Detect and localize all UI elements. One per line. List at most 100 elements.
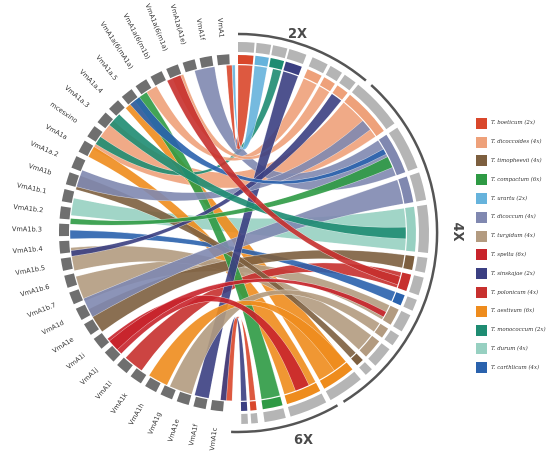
legend-swatch	[476, 155, 487, 167]
ribbon-13	[226, 64, 253, 150]
ribbon-15	[75, 175, 357, 359]
legend-label: T. compactum (6x)	[491, 176, 542, 183]
legend-swatch	[476, 362, 487, 374]
gene-label: VmA1j	[79, 366, 100, 387]
gene-label: VmA1a.5	[94, 54, 119, 82]
ribbon-27	[129, 96, 387, 185]
gene-segment-22	[97, 112, 113, 129]
gene-segment-19	[71, 156, 86, 172]
gene-segment-11	[69, 289, 83, 305]
legend-label: T. durum (4x)	[491, 345, 528, 352]
color-block-17	[351, 353, 363, 366]
gene-segment-2	[176, 391, 192, 405]
color-block-16	[359, 335, 380, 357]
gene-label: VmA1e	[51, 335, 75, 355]
gene-segment-1	[193, 396, 208, 410]
ribbons	[69, 64, 407, 402]
gene-segment-9	[84, 319, 99, 335]
legend-swatch	[476, 343, 487, 355]
gene-segment-24	[121, 89, 138, 105]
ribbon-19	[169, 289, 380, 395]
legend-item: T. monococcum (2x)	[476, 321, 550, 340]
color-block-11	[403, 255, 415, 270]
ribbon-26	[109, 113, 407, 240]
gene-segment-3	[160, 385, 176, 400]
legend-swatch	[476, 211, 487, 223]
legend-item: T. spelta (6x)	[476, 246, 550, 265]
outer-segment-0	[238, 41, 255, 53]
legend-item: T. turgidum (4x)	[476, 227, 550, 246]
color-block-8	[378, 134, 406, 176]
color-block-10	[405, 206, 416, 252]
gene-segment-8	[93, 333, 110, 349]
gene-segment-6	[117, 357, 133, 374]
legend-label: T. dicoccoides (4x)	[491, 139, 542, 146]
ploidy-label-6x: 6X	[294, 433, 313, 448]
outer-segment-4	[308, 57, 328, 74]
gene-label: VmA1a.3	[63, 84, 91, 109]
gene-label: VmA1l	[94, 379, 114, 401]
legend: T. boeticum (2x) T. dicoccoides (4x) T. ti…	[476, 114, 550, 377]
gene-segment-26	[150, 71, 166, 86]
segments	[58, 41, 430, 424]
gene-label: mcesxino	[49, 100, 79, 125]
gene-segment-29	[199, 55, 214, 68]
legend-item: T. carthlicum (4x)	[476, 358, 550, 377]
gene-label: VmA1a	[44, 123, 69, 142]
legend-item: T. dicoccoides (4x)	[476, 133, 550, 152]
outer-segment-17	[359, 362, 372, 375]
gene-segment-21	[87, 126, 103, 142]
gene-label: VmA1g	[146, 411, 163, 436]
legend-label: T. boeticum (2x)	[491, 120, 535, 127]
gene-segment-13	[60, 257, 73, 271]
gene-segment-12	[64, 273, 78, 288]
color-block-9	[398, 176, 414, 204]
legend-swatch	[476, 174, 487, 186]
outer-segment-12	[409, 275, 424, 296]
gene-label: VmA1c	[208, 427, 219, 451]
color-block-2	[269, 58, 285, 70]
outer-segment-14	[393, 310, 411, 332]
ploidy-labels: 2X 4X 6X	[288, 27, 465, 448]
legend-swatch	[476, 136, 487, 148]
outer-segment-15	[384, 330, 400, 346]
legend-item: T. aestivum (6x)	[476, 302, 550, 321]
color-block-3	[283, 61, 302, 76]
gene-label: VmA1d	[40, 319, 65, 337]
legend-label: T. aestivum (6x)	[491, 308, 535, 315]
legend-label: T. turgidum (4x)	[491, 233, 536, 240]
outer-segment-16	[368, 343, 390, 366]
arc-4x	[342, 84, 439, 403]
legend-item: T. durum (4x)	[476, 340, 550, 359]
outer-segment-8	[388, 127, 418, 172]
gene-segment-17	[61, 189, 75, 203]
ploidy-arcs	[231, 32, 439, 434]
gene-label: VmA1b.7	[26, 301, 57, 319]
legend-label: T. polonicum (4x)	[491, 289, 539, 296]
legend-label: T. carthlicum (4x)	[491, 364, 540, 371]
outer-segment-20	[263, 408, 286, 423]
outer-segment-7	[351, 84, 395, 130]
legend-swatch	[476, 287, 487, 299]
gene-segment-15	[58, 223, 70, 237]
gene-label: VmA1f	[195, 18, 207, 42]
arc-6x	[231, 404, 339, 434]
color-block-4	[304, 69, 322, 84]
gene-segment-7	[104, 345, 121, 362]
gene-label: VmA1b.5	[15, 264, 46, 277]
gene-segment-16	[59, 206, 71, 220]
ribbon-3	[70, 197, 407, 251]
ribbon-29	[109, 278, 387, 350]
gene-segment-18	[65, 172, 79, 187]
outer-segment-3	[286, 49, 307, 64]
gene-segment-0	[210, 400, 224, 412]
gene-segment-30	[216, 54, 230, 66]
color-block-7	[344, 94, 384, 137]
ploidy-label-2x: 2X	[288, 27, 307, 42]
color-block-13	[392, 292, 405, 306]
ribbon-24	[70, 93, 342, 257]
legend-item: T. compactum (6x)	[476, 170, 550, 189]
gene-label: VmA1h	[127, 402, 146, 427]
gene-segment-27	[166, 64, 182, 79]
